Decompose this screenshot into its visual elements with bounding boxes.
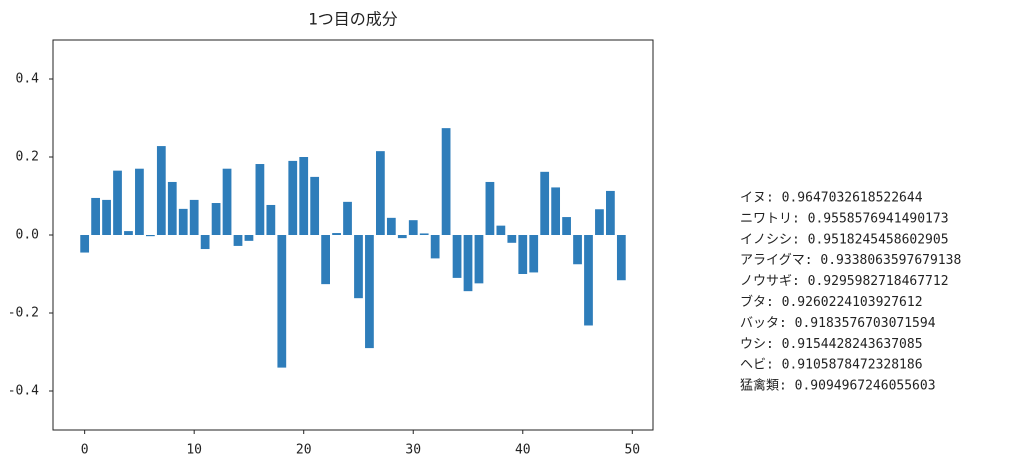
bar (255, 164, 265, 235)
bar (321, 235, 330, 285)
bar (310, 176, 320, 235)
bar (233, 235, 243, 246)
bar (288, 160, 298, 235)
bar (441, 128, 451, 235)
chart-title: 1つ目の成分 (308, 10, 398, 29)
bar (244, 235, 254, 241)
bar (365, 235, 374, 349)
bar (562, 217, 571, 235)
bar (518, 235, 528, 274)
bar (135, 168, 144, 235)
bar (595, 209, 604, 235)
bar (124, 231, 133, 235)
bar (266, 204, 276, 235)
bar (419, 233, 429, 235)
annotation: ニワトリ: 0.9558576941490173 (740, 211, 949, 226)
bar (167, 181, 177, 235)
bar (529, 235, 539, 273)
annotation: ブタ: 0.9260224103927612 (740, 294, 923, 310)
bar (343, 201, 352, 235)
bar (485, 181, 495, 235)
bar (102, 199, 111, 235)
bar (113, 170, 122, 235)
annotation: 猛禽類: 0.9094967246055603 (740, 378, 936, 394)
y-tick-label: 0.4 (16, 72, 40, 87)
bar (386, 217, 396, 235)
bar (397, 235, 407, 239)
bar (332, 233, 341, 235)
bar (200, 235, 210, 250)
bar (507, 235, 517, 243)
bar (573, 235, 582, 265)
bar (540, 171, 550, 235)
bar (189, 199, 199, 235)
bar (222, 168, 232, 235)
bar (299, 157, 309, 235)
bar (496, 225, 506, 235)
y-tick-label: -0.4 (8, 384, 39, 399)
annotation: ノウサギ: 0.9295982718467712 (740, 274, 949, 289)
annotation: イヌ: 0.9647032618522644 (740, 191, 923, 206)
bar (474, 235, 484, 284)
x-tick-label: 10 (186, 443, 202, 458)
bar (354, 235, 363, 299)
bar (145, 235, 155, 237)
annotation: ウシ: 0.9154428243637085 (740, 337, 923, 352)
x-tick-label: 50 (624, 443, 640, 458)
bar (606, 190, 615, 235)
bar (430, 235, 440, 259)
y-tick-label: 0.0 (16, 228, 39, 243)
annotation: ヘビ: 0.9105878472328186 (740, 358, 923, 373)
bar (452, 235, 462, 278)
annotation: イノシシ: 0.9518245458602905 (740, 232, 949, 247)
y-tick-label: -0.2 (8, 306, 39, 321)
bar (277, 235, 287, 368)
bar (156, 146, 166, 235)
bar (91, 197, 100, 235)
x-tick-label: 0 (81, 443, 89, 458)
bar (463, 235, 473, 292)
bar (376, 151, 385, 235)
annotation: アライグマ: 0.9338063597679138 (740, 253, 961, 268)
y-tick-label: 0.2 (16, 150, 39, 165)
bar (584, 235, 593, 326)
bar (211, 203, 221, 235)
x-tick-label: 30 (405, 443, 421, 458)
bar (178, 208, 188, 235)
bar (551, 187, 561, 235)
annotation: バッタ: 0.9183576703071594 (740, 316, 936, 331)
bar (408, 220, 418, 235)
x-tick-label: 20 (296, 443, 312, 458)
bar (616, 235, 626, 281)
bar (80, 235, 90, 253)
x-tick-label: 40 (515, 443, 531, 458)
